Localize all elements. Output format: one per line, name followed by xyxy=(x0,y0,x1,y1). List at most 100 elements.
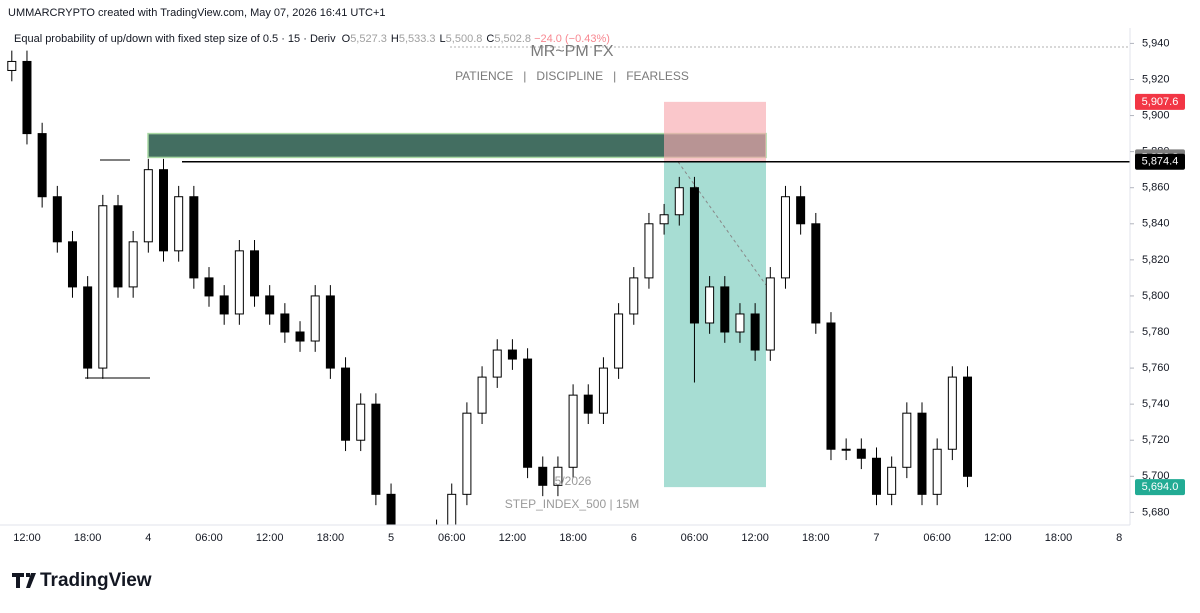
candle-body xyxy=(371,403,381,495)
candle-body xyxy=(341,367,351,441)
candle-body xyxy=(614,313,624,369)
y-tick-label: 5,680 xyxy=(1142,506,1170,518)
logo-icon xyxy=(12,573,36,588)
candle-body xyxy=(598,367,608,414)
candle-body xyxy=(644,223,654,279)
candle-body xyxy=(963,376,973,477)
candle-body xyxy=(386,493,396,525)
y-tick-label: 5,940 xyxy=(1142,37,1170,49)
candle-body xyxy=(538,466,548,486)
price-tag xyxy=(1135,93,1185,110)
candle-body xyxy=(52,196,62,243)
candle-body xyxy=(553,466,563,486)
candle-body xyxy=(826,322,836,450)
candle-body xyxy=(250,250,260,297)
candle-body xyxy=(932,448,942,495)
x-tick-label: 06:00 xyxy=(438,532,466,544)
y-tick-label: 5,740 xyxy=(1142,398,1170,410)
y-tick-label: 5,760 xyxy=(1142,362,1170,374)
symbol-description: Equal probability of up/down with fixed … xyxy=(14,33,336,45)
ohlc-key: H xyxy=(391,33,399,45)
trade-path xyxy=(677,161,767,286)
x-tick-label: 06:00 xyxy=(923,532,951,544)
y-tick-label: 5,920 xyxy=(1142,73,1170,85)
legend-change: −24.0 (−0.43%) xyxy=(534,33,610,45)
ohlc-key: L xyxy=(440,33,446,45)
candle-body xyxy=(887,466,897,495)
candle-body xyxy=(735,313,745,333)
x-tick-label: 18:00 xyxy=(317,532,345,544)
ohlc-value: 5,502.8 xyxy=(494,33,531,45)
chart-title: MR~PM FX xyxy=(530,43,613,60)
candle-body xyxy=(310,295,320,342)
x-tick-label: 7 xyxy=(873,532,879,544)
candle-body xyxy=(871,457,881,495)
x-tick-label: 4 xyxy=(145,532,151,544)
candle-body xyxy=(629,277,639,315)
ohlc-value: 5,533.3 xyxy=(399,33,436,45)
x-tick-label: 18:00 xyxy=(802,532,830,544)
x-tick-label: 12:00 xyxy=(741,532,769,544)
candle-body xyxy=(674,187,684,216)
candle-body xyxy=(902,412,912,468)
watermark: STEP_INDEX_500 | 15M xyxy=(505,497,640,511)
candle-body xyxy=(189,196,199,279)
ohlc-key: O xyxy=(342,33,351,45)
candle-body xyxy=(462,412,472,495)
y-tick-label: 5,840 xyxy=(1142,218,1170,230)
candle-body xyxy=(856,448,866,459)
y-tick-label: 5,860 xyxy=(1142,182,1170,194)
x-tick-label: 5 xyxy=(388,532,394,544)
candle-body xyxy=(356,403,366,441)
ohlc-value: 5,500.8 xyxy=(446,33,483,45)
x-tick-label: 12:00 xyxy=(13,532,41,544)
candle-body xyxy=(143,169,153,243)
candle-body xyxy=(265,295,275,315)
logo-text: TradingView xyxy=(40,570,152,591)
candle-body xyxy=(705,286,715,324)
price-tag-label: 5,907.6 xyxy=(1142,96,1179,108)
candle-body xyxy=(750,313,760,351)
candle-body xyxy=(128,241,138,288)
candle-body xyxy=(98,205,108,369)
x-tick-label: 06:00 xyxy=(681,532,709,544)
price-tag xyxy=(1135,479,1185,496)
x-tick-label: 18:00 xyxy=(74,532,102,544)
candle-body xyxy=(113,205,123,288)
watermark: 5/2026 xyxy=(555,474,592,488)
y-tick-label: 5,900 xyxy=(1142,109,1170,121)
candle-body xyxy=(7,60,17,71)
y-tick-label: 5,820 xyxy=(1142,254,1170,266)
ohlc: O5,527.3 H5,533.3 L5,500.8 C5,502.8 xyxy=(342,33,531,45)
x-tick-label: 06:00 xyxy=(195,532,223,544)
candle-body xyxy=(765,277,775,351)
stop-area xyxy=(664,101,766,162)
x-tick-label: 18:00 xyxy=(559,532,587,544)
y-tick-label: 5,720 xyxy=(1142,434,1170,446)
target-area xyxy=(664,161,766,488)
candle-body xyxy=(492,349,502,378)
candle-body xyxy=(780,196,790,279)
candle-body xyxy=(811,223,821,324)
ohlc-value: 5,527.3 xyxy=(350,33,387,45)
price-tag-label: 5,874.4 xyxy=(1142,156,1179,168)
y-tick-label: 5,780 xyxy=(1142,326,1170,338)
candle-body xyxy=(568,394,578,468)
header: UMMARCRYPTO created with TradingView.com… xyxy=(8,7,386,19)
x-tick-label: 18:00 xyxy=(1045,532,1073,544)
candle-body xyxy=(37,133,47,198)
candle-body xyxy=(325,295,335,369)
candle-body xyxy=(689,187,699,324)
candle-body xyxy=(280,313,290,333)
footer-logo: TradingView xyxy=(12,570,152,591)
candle-body xyxy=(234,250,244,315)
legend: Equal probability of up/down with fixed … xyxy=(14,33,610,45)
x-tick-label: 12:00 xyxy=(256,532,284,544)
candle-body xyxy=(83,286,93,369)
candle-body xyxy=(720,286,730,333)
price-tag-label: 5,694.0 xyxy=(1142,481,1179,493)
candle-body xyxy=(477,376,487,414)
candle-body xyxy=(796,196,806,225)
